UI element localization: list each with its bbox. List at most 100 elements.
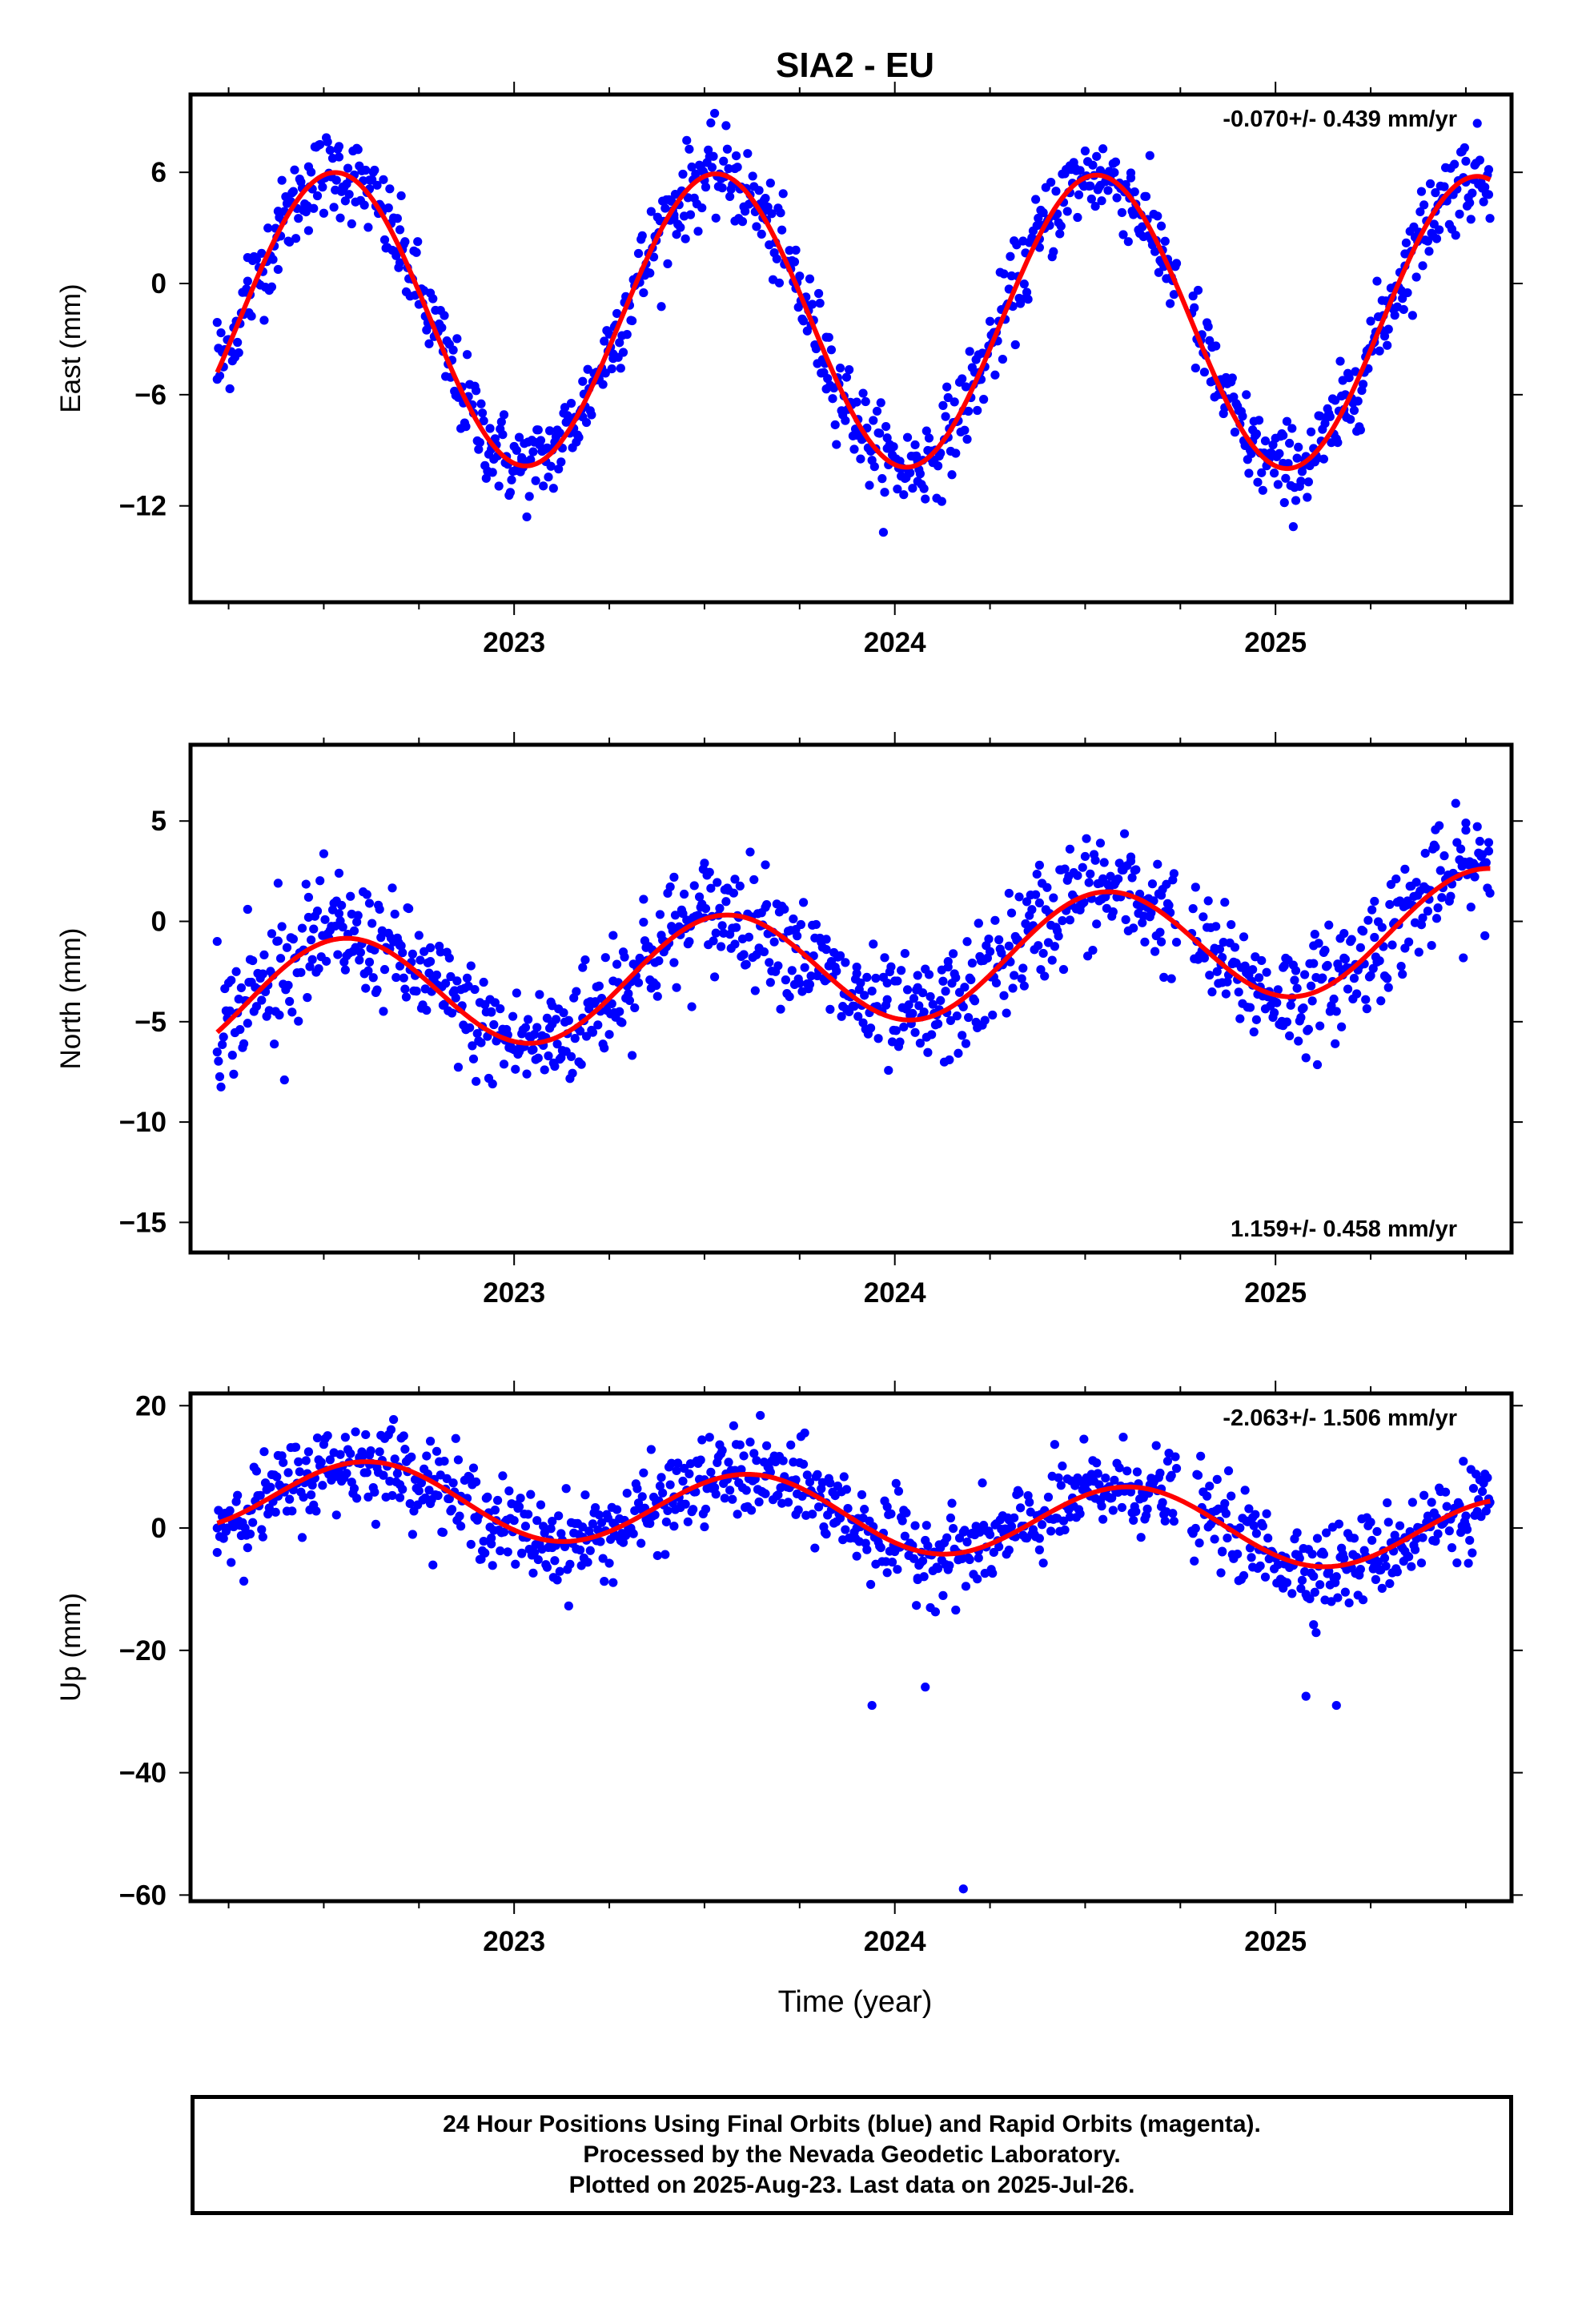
data-point	[913, 971, 922, 980]
data-point	[551, 1015, 561, 1024]
data-point	[306, 1490, 316, 1500]
data-point	[1118, 1432, 1128, 1442]
data-point	[1415, 207, 1425, 217]
data-point	[724, 1458, 733, 1467]
y-tick-label: −20	[119, 1635, 167, 1667]
data-point	[578, 376, 588, 386]
data-point	[474, 444, 484, 454]
data-point	[507, 475, 516, 485]
data-point	[540, 1528, 549, 1538]
data-point	[725, 1486, 735, 1495]
data-point	[980, 1015, 990, 1025]
data-point	[661, 1517, 671, 1527]
data-point	[1431, 234, 1442, 243]
data-point	[1004, 941, 1014, 951]
data-point	[1055, 229, 1065, 239]
data-point	[279, 1458, 288, 1467]
data-point	[1127, 873, 1137, 883]
y-axis-label: North (mm)	[55, 928, 86, 1070]
data-point	[1058, 916, 1067, 926]
data-point	[1223, 977, 1232, 987]
data-point	[475, 437, 484, 448]
data-point	[536, 436, 546, 445]
data-point	[785, 991, 794, 1002]
data-point	[1166, 299, 1175, 308]
data-point	[437, 323, 447, 332]
data-point	[461, 422, 471, 432]
data-point	[928, 999, 938, 1009]
data-point	[422, 1005, 432, 1015]
data-point	[535, 990, 544, 999]
data-point	[761, 860, 770, 870]
data-point	[600, 953, 610, 963]
data-point	[1483, 1473, 1492, 1482]
data-point	[593, 1020, 603, 1030]
data-point	[219, 1534, 228, 1543]
data-point	[802, 1470, 812, 1480]
data-point	[255, 1490, 265, 1500]
data-point	[728, 1494, 737, 1504]
data-point	[950, 397, 959, 407]
data-point	[897, 1516, 907, 1526]
data-point	[1255, 1561, 1265, 1570]
footer-line-3: Plotted on 2025-Aug-23. Last data on 202…	[568, 2172, 1135, 2198]
data-point	[849, 1001, 859, 1011]
up-panel: 20 0 −20 −40 −60 2023 2024 2025 Up (mm) -2.063+/-…	[55, 1381, 1523, 1957]
data-point	[994, 1542, 1004, 1552]
data-point	[711, 213, 721, 223]
data-point	[1021, 919, 1030, 929]
data-point	[1050, 942, 1059, 951]
data-point	[1344, 1598, 1354, 1608]
data-point	[741, 959, 751, 969]
data-point	[615, 338, 624, 348]
data-point	[705, 867, 714, 877]
data-point	[544, 426, 555, 436]
data-point	[1019, 981, 1029, 991]
data-point	[1431, 188, 1440, 198]
data-point	[1215, 944, 1225, 954]
data-point	[607, 999, 616, 1008]
data-point	[596, 1537, 605, 1546]
data-point	[826, 345, 837, 355]
data-point	[1235, 1014, 1245, 1023]
data-point	[765, 179, 775, 188]
data-point	[721, 897, 731, 907]
data-point	[1260, 436, 1271, 446]
data-point	[325, 145, 335, 155]
data-point	[974, 919, 983, 928]
data-point	[839, 1472, 849, 1482]
data-point	[617, 1018, 627, 1027]
data-point	[1065, 844, 1075, 854]
data-point	[1297, 1575, 1307, 1585]
y-tick-label: 0	[151, 268, 167, 300]
data-point	[1240, 1486, 1250, 1495]
y-tick-label: 20	[135, 1390, 167, 1421]
data-point	[548, 484, 558, 493]
data-point	[936, 995, 946, 1006]
data-point	[546, 461, 556, 471]
data-point	[1248, 965, 1258, 975]
data-point	[1156, 891, 1166, 900]
data-point	[587, 410, 596, 420]
data-point	[930, 1607, 941, 1617]
data-point	[821, 332, 831, 342]
data-point	[225, 384, 235, 394]
data-point	[1211, 922, 1221, 931]
data-point	[776, 208, 785, 218]
data-point	[294, 1016, 303, 1026]
data-point	[1037, 1520, 1047, 1530]
data-point	[436, 947, 445, 957]
data-point	[1390, 311, 1399, 320]
data-point	[1472, 119, 1482, 128]
data-point	[952, 1011, 962, 1021]
data-point	[1162, 879, 1171, 889]
data-point	[821, 945, 831, 955]
data-point	[1295, 1554, 1304, 1563]
data-point	[730, 939, 740, 949]
data-point	[887, 1037, 897, 1047]
data-point	[425, 1437, 436, 1446]
data-point	[910, 1027, 920, 1037]
data-point	[239, 1576, 249, 1586]
data-point	[1375, 346, 1384, 356]
data-point	[247, 312, 256, 321]
